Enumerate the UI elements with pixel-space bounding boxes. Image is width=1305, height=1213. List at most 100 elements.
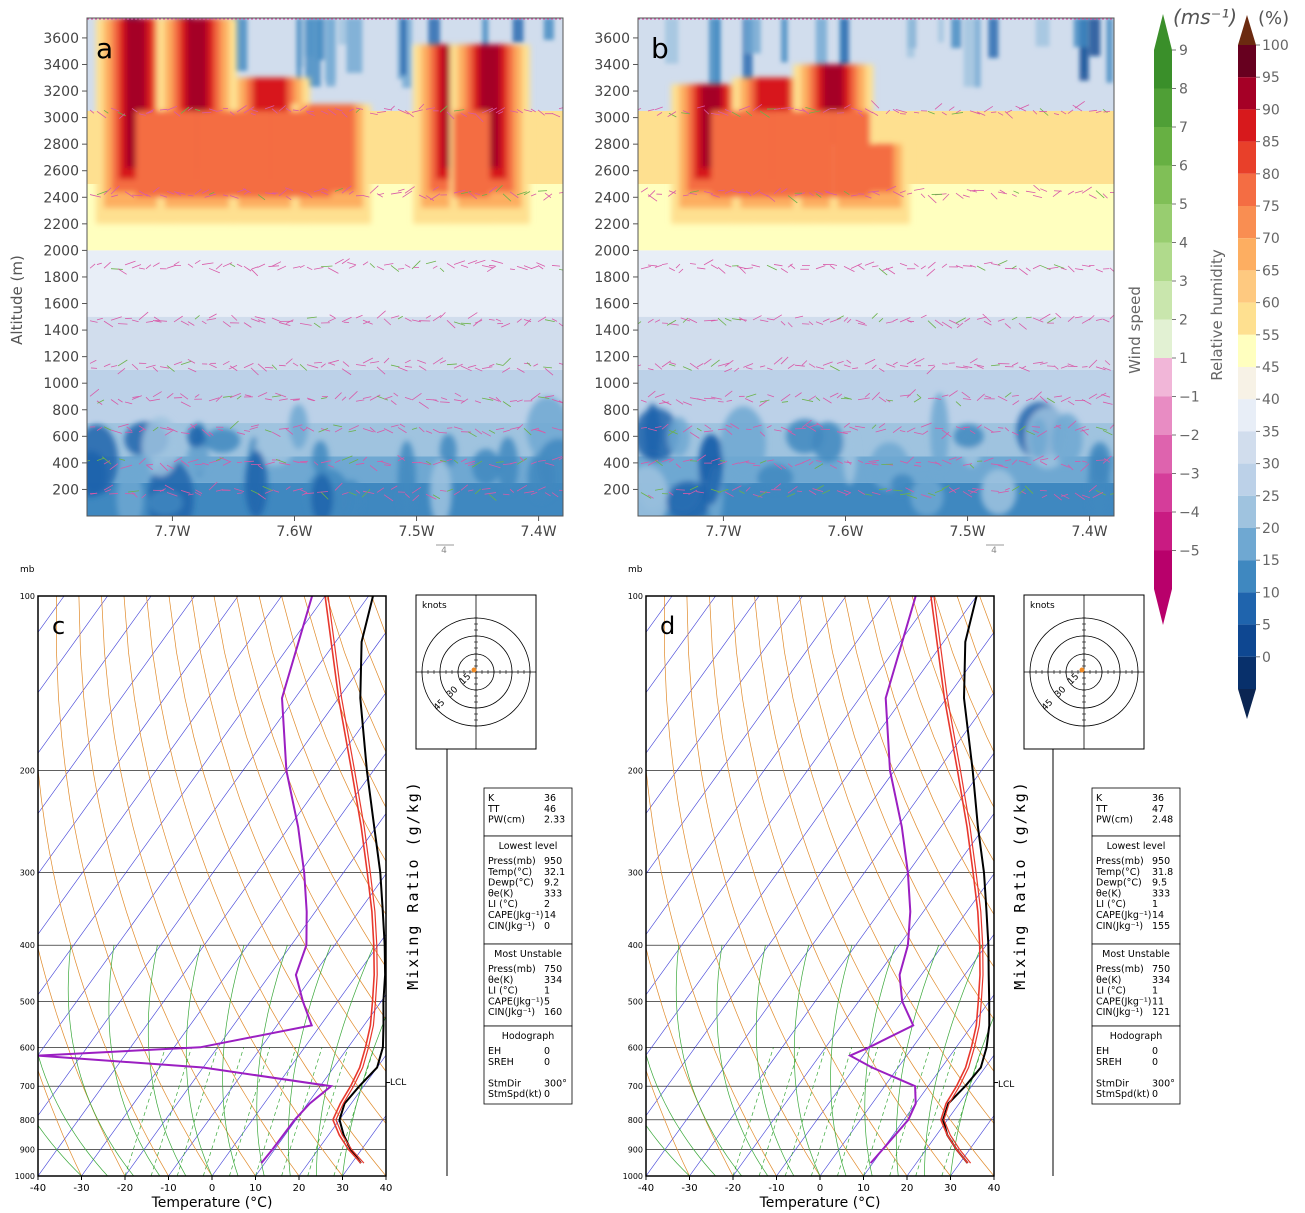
wind-arrow: [675, 399, 684, 405]
wind-arrow: [864, 261, 875, 266]
rh-bridge: [772, 110, 834, 198]
indices-value: 14: [1152, 910, 1164, 921]
wind-arrow: [1081, 186, 1092, 194]
rh-streak: [1106, 18, 1113, 83]
wind-arrow: [668, 190, 677, 194]
wind-arrow: [710, 264, 719, 270]
indices-label: TT: [1095, 804, 1108, 815]
wind-arrow: [537, 459, 546, 462]
indices-label: Press(mb): [488, 964, 536, 975]
x-tick-label: 7.6W: [827, 524, 863, 540]
wind-cbar-segment: [1154, 358, 1172, 397]
wind-arrow: [717, 317, 727, 326]
wind-arrow: [453, 321, 466, 326]
rh-cbar-segment: [1238, 656, 1256, 689]
rh-cbar-segment: [1238, 528, 1256, 561]
moist-adiabat: [830, 945, 853, 1176]
panel-label-c: c: [52, 612, 65, 640]
wind-arrow: [362, 261, 369, 266]
wind-arrow: [974, 364, 985, 368]
wind-arrow: [334, 459, 341, 464]
isotherm: [38, 596, 239, 875]
wind-arrow: [703, 430, 714, 433]
wind-arrow: [509, 191, 519, 199]
wind-arrow: [1015, 105, 1027, 112]
wind-arrow: [682, 425, 693, 433]
rh-blotch: [439, 433, 457, 468]
wind-arrow: [948, 106, 955, 111]
wind-arrow: [166, 190, 175, 195]
wind-arrow: [710, 193, 720, 198]
indices-label: PW(cm): [1096, 815, 1133, 826]
wind-cbar-bottom-arrow: [1154, 589, 1172, 625]
wind-arrow: [1095, 318, 1103, 321]
mixing-ratio-line: [229, 1047, 271, 1176]
indices-label: CIN(Jkg⁻¹): [1096, 921, 1143, 932]
wind-arrow: [738, 490, 745, 494]
rh-streak: [482, 18, 489, 57]
wind-arrow: [334, 188, 343, 192]
wind-arrow: [955, 401, 962, 407]
wind-arrow: [805, 425, 817, 432]
moist-adiabat: [342, 1015, 386, 1176]
rh-cbar-tick-label: 75: [1262, 199, 1280, 215]
wind-arrow: [1004, 323, 1011, 329]
wind-arrow: [180, 401, 191, 408]
wind-arrow: [362, 456, 368, 462]
wind-arrow: [1080, 463, 1090, 472]
wind-arrow: [159, 488, 166, 492]
rh-streak: [1073, 18, 1088, 48]
wind-arrow: [1092, 492, 1104, 498]
wind-arrow: [254, 316, 266, 320]
wind-arrow: [380, 460, 392, 466]
wind-arrow: [738, 460, 750, 464]
wind-arrow: [383, 318, 392, 326]
wind-arrow: [654, 426, 662, 429]
wind-arrow: [103, 261, 111, 269]
wind-arrow: [299, 489, 308, 493]
wind-arrow: [502, 193, 512, 202]
wind-arrow: [829, 265, 835, 270]
wind-arrow: [781, 401, 789, 403]
rh-cbar-tick-label: 55: [1262, 328, 1280, 344]
indices-value: 333: [544, 888, 562, 899]
wind-arrow: [320, 460, 331, 464]
vector-row: [638, 312, 1114, 330]
moist-adiabat: [793, 945, 821, 1176]
moist-adiabat: [38, 1124, 82, 1176]
rh-bridge: [135, 110, 197, 198]
wind-arrow: [250, 424, 259, 428]
mixing-ratio-line: [333, 1047, 375, 1176]
wind-arrow: [934, 103, 943, 110]
wind-arrow: [759, 431, 766, 437]
wind-arrow: [1037, 430, 1048, 438]
rh-blotch: [953, 424, 984, 449]
indices-label: StmSpd(kt): [488, 1089, 542, 1100]
panel-label-b: b: [651, 32, 669, 65]
vector-row: [638, 100, 1111, 119]
wind-arrow: [341, 368, 352, 376]
wind-arrow: [983, 320, 992, 326]
wind-arrow: [731, 318, 742, 321]
wind-arrow: [362, 357, 374, 364]
y-tick-label: 1400: [43, 323, 79, 339]
indices-value: 0: [1152, 1046, 1158, 1057]
wind-arrow: [864, 358, 876, 365]
rh-cbar-bottom-arrow: [1238, 689, 1256, 719]
wind-arrow: [892, 318, 898, 322]
wind-arrow: [1101, 393, 1111, 398]
pressure-tick-label: 400: [20, 941, 35, 950]
indices-value: 2.33: [544, 815, 565, 826]
wind-arrow: [831, 263, 838, 266]
pressure-tick-label: 500: [20, 997, 35, 1006]
indices-label: Dewp(°C): [488, 878, 534, 889]
wind-arrow: [780, 188, 788, 193]
rh-blotch: [397, 440, 416, 516]
rh-cbar-tick-label: 40: [1262, 392, 1280, 408]
wind-arrow: [271, 431, 281, 437]
wind-arrow: [724, 491, 734, 497]
wind-arrow: [411, 427, 418, 430]
y-tick-label: 2600: [43, 164, 79, 180]
